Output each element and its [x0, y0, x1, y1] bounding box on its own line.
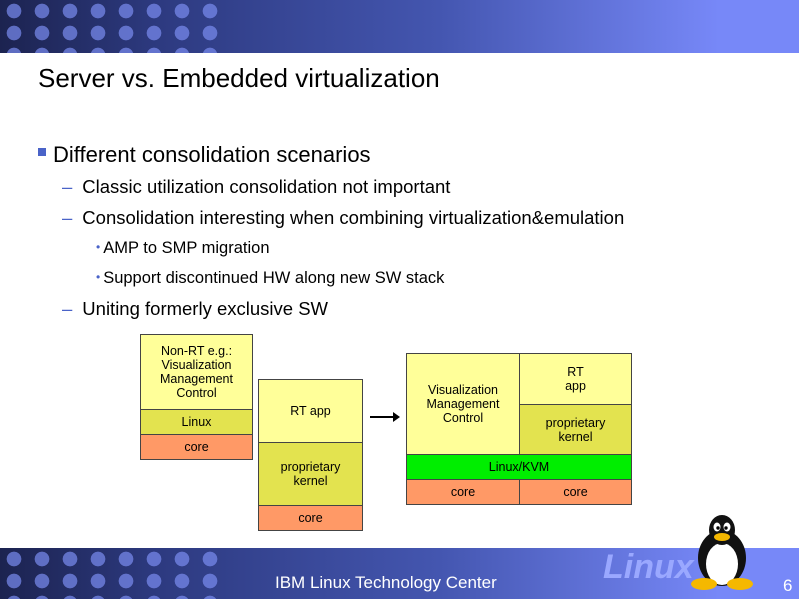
bullet-l2: – Uniting formerly exclusive SW	[62, 298, 328, 319]
arrow-icon	[370, 412, 400, 422]
linux-logo-text: Linux	[603, 548, 694, 586]
bullet-l3: • AMP to SMP migration	[96, 239, 270, 257]
bullet-l1: Different consolidation scenarios	[38, 142, 371, 168]
slide-title: Server vs. Embedded virtualization	[38, 63, 440, 93]
hypervisor-box: Linux/KVM	[406, 454, 632, 480]
right-app2-box: RT app	[519, 353, 632, 405]
bullet-l3: • Support discontinued HW along new SW st…	[96, 269, 445, 287]
bullet-l2: – Classic utilization consolidation not i…	[62, 176, 451, 197]
header-banner	[0, 0, 799, 53]
footer-text: IBM Linux Technology Center	[275, 573, 497, 592]
middle-os-box: proprietary kernel	[258, 442, 363, 506]
tux-penguin-icon	[691, 515, 753, 590]
page-number: 6	[783, 576, 793, 595]
right-app1-box: Visualization Management Control	[406, 353, 520, 455]
bullet-l2: – Consolidation interesting when combinin…	[62, 207, 625, 228]
footer-banner: Linux IBM Linux Technology Center 6	[0, 548, 799, 599]
right-os2-box: proprietary kernel	[519, 404, 632, 455]
middle-core-box: core	[258, 505, 363, 531]
right-core1-box: core	[406, 479, 520, 505]
middle-app-box: RT app	[258, 379, 363, 443]
left-app-box: Non-RT e.g.: Visualization Management Co…	[140, 334, 253, 410]
right-core2-box: core	[519, 479, 632, 505]
left-core-box: core	[140, 434, 253, 460]
left-os-box: Linux	[140, 409, 253, 435]
